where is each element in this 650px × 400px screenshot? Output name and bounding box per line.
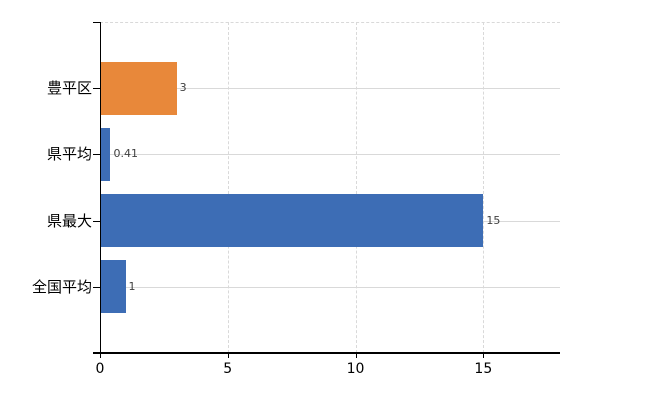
category-label: 県平均 (46, 145, 92, 164)
category-label: 豊平区 (46, 79, 92, 98)
horizontal-gridline (100, 154, 560, 156)
x-axis-tick-label: 15 (474, 361, 493, 377)
y-axis-tick (93, 154, 100, 156)
x-axis-tick (355, 353, 357, 358)
y-axis-line (99, 22, 101, 358)
y-axis-tick (93, 220, 100, 222)
horizontal-gridline (100, 286, 560, 288)
x-axis-tick (483, 353, 485, 358)
chart-bar (100, 61, 177, 115)
plot-area: 3 0.41 15 1 (100, 22, 560, 353)
vertical-gridline (355, 22, 357, 353)
vertical-gridline (227, 22, 229, 353)
horizontal-gridline (100, 88, 560, 90)
y-axis-tick (93, 88, 100, 90)
bar-value-label: 0.41 (113, 147, 138, 161)
x-axis-tick-label: 10 (346, 361, 365, 377)
x-axis-tick (227, 353, 229, 358)
vertical-gridline (483, 22, 485, 353)
bar-value-label: 15 (486, 213, 501, 227)
x-axis-line (93, 352, 560, 354)
category-label: 県最大 (46, 211, 92, 230)
category-label: 全国平均 (31, 277, 92, 296)
chart-bar (100, 194, 484, 248)
bar-value-label: 1 (128, 279, 136, 293)
chart-bar (100, 127, 111, 181)
plot-top-border (100, 22, 560, 23)
y-axis-tick (93, 286, 100, 288)
x-axis-tick-label: 5 (223, 361, 233, 377)
bar-value-label: 3 (179, 81, 187, 95)
y-axis-tick (93, 22, 100, 23)
x-axis-tick (100, 353, 101, 358)
chart-bar (100, 260, 126, 314)
x-axis-tick-label: 0 (95, 361, 105, 377)
